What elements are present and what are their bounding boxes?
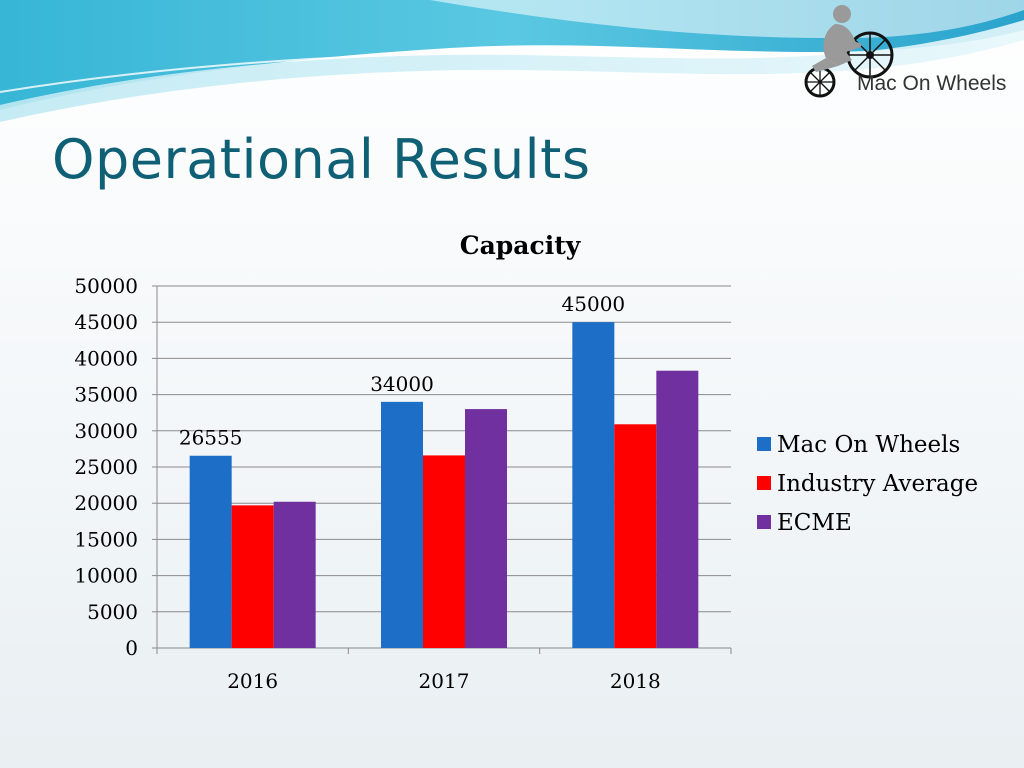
legend-swatch xyxy=(757,437,771,451)
bar-ecme-2017 xyxy=(465,409,507,648)
bar-industry-average-2017 xyxy=(423,455,465,648)
data-label: 45000 xyxy=(562,292,626,316)
legend-swatch xyxy=(757,476,771,490)
chart-title: Capacity xyxy=(460,231,582,260)
legend-swatch xyxy=(757,515,771,529)
data-label: 26555 xyxy=(179,426,243,450)
slide-title: Operational Results xyxy=(52,128,591,191)
y-tick-label: 30000 xyxy=(74,419,138,443)
bar-ecme-2018 xyxy=(656,370,699,648)
x-tick-label: 2017 xyxy=(419,669,470,693)
x-tick-label: 2018 xyxy=(610,669,661,693)
x-axis: 2016 2017 2018 xyxy=(156,647,732,693)
y-tick-label: 35000 xyxy=(74,383,138,407)
y-tick-label: 50000 xyxy=(74,274,138,298)
bar-industry-average-2016 xyxy=(231,505,274,648)
logo-text: Mac On Wheels xyxy=(857,72,1007,95)
y-tick-label: 40000 xyxy=(74,346,138,370)
y-tick-label: 25000 xyxy=(74,455,138,479)
bar-industry-average-2018 xyxy=(614,424,657,648)
data-label: 34000 xyxy=(370,372,434,396)
y-axis: 0 5000 10000 15000 20000 25000 30000 35000 40000… xyxy=(74,274,158,660)
legend-item-label: ECME xyxy=(777,510,852,536)
y-tick-label: 0 xyxy=(125,636,138,660)
bar-mac-on-wheels-2017 xyxy=(381,401,423,648)
x-tick-label: 2016 xyxy=(227,669,278,693)
chart-data-labels: 26555 34000 45000 xyxy=(179,292,625,450)
legend-item-label: Mac On Wheels xyxy=(777,432,960,458)
y-tick-label: 45000 xyxy=(74,310,138,334)
chart-legend: Mac On Wheels Industry Average ECME xyxy=(757,432,978,536)
bar-ecme-2016 xyxy=(273,501,316,648)
y-tick-label: 15000 xyxy=(74,527,138,551)
y-tick-label: 20000 xyxy=(74,491,138,515)
y-tick-label: 10000 xyxy=(74,564,138,588)
bar-mac-on-wheels-2016 xyxy=(189,455,232,648)
chart-bars xyxy=(189,322,699,648)
mac-on-wheels-logo xyxy=(804,5,894,98)
legend-item-label: Industry Average xyxy=(777,471,978,497)
bar-mac-on-wheels-2018 xyxy=(572,322,615,648)
y-tick-label: 5000 xyxy=(87,600,138,624)
